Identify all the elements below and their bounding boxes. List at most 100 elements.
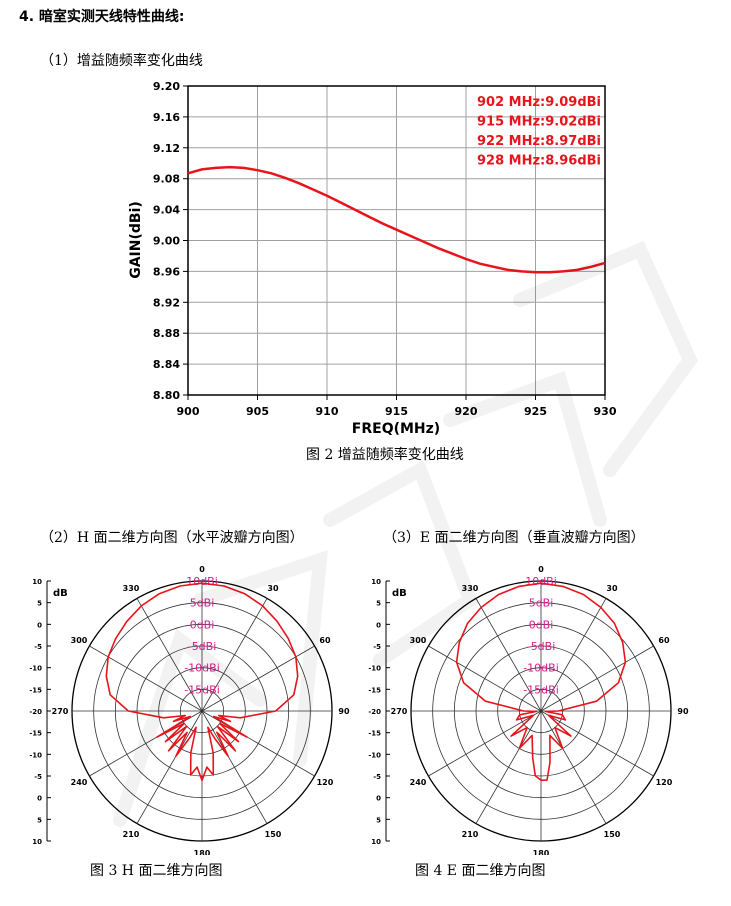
e-plane-subtitle: （3）E 面二维方向图（垂直波瓣方向图） (383, 530, 645, 546)
e-plane-spoke (540, 645, 654, 712)
h-plane-ring-label: -10dBi (184, 662, 220, 675)
e-plane-ring-label: -10dBi (523, 662, 559, 675)
gain-section-subtitle: （1）增益随频率变化曲线 (40, 53, 203, 69)
h-plane-ring-label: -5dBi (188, 640, 217, 653)
gain-y-tick-label: 9.08 (153, 173, 180, 186)
gain-chart: 900 905 910 915 920 925 930 8.80 8.84 8.88 8.92 8.9… (128, 80, 617, 437)
gain-chart-grid (187, 85, 606, 396)
h-plane-radial-tick-label: 5 (37, 816, 42, 824)
h-plane-radial-tick-label: -5 (34, 643, 42, 651)
figure-3-caption: 图 3 H 面二维方向图 (90, 863, 223, 879)
gain-y-tick-label: 9.20 (153, 80, 180, 93)
h-plane-unit-label: dB (53, 588, 68, 599)
e-plane-spoke (540, 710, 607, 824)
e-plane-radial-tick-label: 10 (371, 838, 381, 846)
h-plane-angle-label: 90 (338, 707, 350, 716)
h-plane-radial-tick-label: -10 (29, 665, 42, 673)
h-plane-angle-label: 270 (52, 707, 69, 716)
h-plane-angle-label: 60 (319, 636, 331, 645)
e-plane-radial-tick-label: -20 (368, 708, 381, 716)
e-plane-angle-label: 90 (677, 707, 689, 716)
e-plane-angle-label: 120 (656, 778, 673, 787)
h-plane-polar-chart: 0 30 60 90 120 150 180 210 240 270 300 330 10 5 0 -5 -10… (29, 565, 350, 855)
h-plane-angle-label: 300 (71, 636, 88, 645)
e-plane-spoke (475, 710, 542, 824)
gain-x-tick-label: 930 (594, 405, 617, 418)
e-plane-radial-tick-label: 0 (376, 621, 381, 629)
h-plane-angle-label: 330 (123, 584, 140, 593)
h-plane-angle-label: 150 (265, 830, 282, 839)
h-plane-angle-label: 0 (199, 565, 205, 574)
gain-annotation: 922 MHz:8.97dBi (477, 134, 601, 149)
gain-y-tick-label: 9.16 (153, 111, 180, 124)
h-plane-radial-tick-label: -15 (29, 686, 42, 694)
h-plane-ring-label: -15dBi (184, 683, 220, 696)
e-plane-radial-tick-label: 10 (371, 578, 381, 586)
e-plane-ring-label: -15dBi (523, 683, 559, 696)
figure-4-caption: 图 4 E 面二维方向图 (415, 863, 546, 879)
h-plane-spoke (136, 710, 203, 824)
gain-x-axis-label: FREQ(MHz) (352, 421, 440, 437)
gain-y-tick-label: 8.84 (153, 358, 180, 371)
e-plane-polar-chart: 0 30 60 90 120 150 180 210 240 270 300 330 10 5 0 -5 -10… (368, 565, 689, 855)
gain-y-axis-label: GAIN(dBi) (128, 201, 144, 279)
figure-2-caption: 图 2 增益随频率变化曲线 (306, 447, 464, 463)
e-plane-radial-tick-label: 5 (376, 816, 381, 824)
gain-y-tick-label: 9.00 (153, 235, 180, 248)
e-plane-radial-tick-label: -5 (373, 773, 381, 781)
e-plane-radial-tick-label: 5 (376, 600, 381, 608)
e-plane-radial-tick-label: -10 (368, 665, 381, 673)
gain-chart-ticks: 900 905 910 915 920 925 930 8.80 8.84 8.88 8.92 8.9… (153, 80, 617, 418)
h-plane-spoke (201, 710, 268, 824)
h-plane-angle-label: 210 (123, 830, 140, 839)
e-plane-radial-tick-label: -5 (373, 643, 381, 651)
e-plane-spoke (428, 645, 542, 712)
e-plane-angle-label: 210 (462, 830, 479, 839)
h-plane-grid (71, 580, 333, 842)
h-plane-ring-label: 10dBi (186, 575, 218, 588)
e-plane-pattern-curve (455, 582, 627, 782)
e-plane-ring-label: 0dBi (529, 618, 554, 631)
gain-x-tick-label: 900 (177, 405, 200, 418)
h-plane-radial-tick-label: 10 (32, 838, 42, 846)
gain-annotation: 902 MHz:9.09dBi (477, 95, 601, 110)
e-plane-ring-label: 5dBi (529, 597, 554, 610)
h-plane-radial-tick-label: 0 (37, 621, 42, 629)
h-plane-angle-label: 180 (194, 849, 211, 855)
e-plane-angle-label: 150 (604, 830, 621, 839)
e-plane-spoke (428, 710, 542, 777)
e-plane-angle-label: 300 (410, 636, 427, 645)
gain-y-tick-label: 8.96 (153, 265, 180, 278)
gain-x-tick-label: 915 (385, 405, 408, 418)
gain-annotation: 928 MHz:8.96dBi (477, 154, 601, 169)
e-plane-radial-tick-label: -15 (368, 686, 381, 694)
e-plane-angle-label: 270 (391, 707, 408, 716)
h-plane-ring-label: 5dBi (190, 597, 215, 610)
h-plane-ring-label: 0dBi (190, 618, 215, 631)
gain-x-tick-label: 920 (455, 405, 478, 418)
e-plane-radial-tick-label: 0 (376, 795, 381, 803)
h-plane-radial-tick-label: -20 (29, 708, 42, 716)
h-plane-angle-label: 120 (317, 778, 334, 787)
h-plane-spoke (136, 598, 203, 712)
e-plane-ring-label: -5dBi (527, 640, 556, 653)
e-plane-radial-tick-label: -10 (368, 751, 381, 759)
e-plane-angle-label: 60 (658, 636, 670, 645)
e-plane-spoke (540, 598, 607, 712)
gain-y-tick-label: 9.12 (153, 142, 180, 155)
h-plane-spoke (89, 710, 203, 777)
gain-annotation: 915 MHz:9.02dBi (477, 115, 601, 130)
gain-y-tick-label: 8.92 (153, 296, 180, 309)
e-plane-angle-label: 240 (410, 778, 427, 787)
gain-y-tick-label: 9.04 (153, 204, 180, 217)
h-plane-radial-tick-label: -15 (29, 730, 42, 738)
e-plane-spoke (540, 710, 654, 777)
e-plane-grid (410, 580, 672, 842)
e-plane-angle-label: 30 (606, 584, 618, 593)
e-plane-spoke (475, 598, 542, 712)
gain-x-tick-label: 925 (524, 405, 547, 418)
h-plane-spoke (201, 710, 315, 777)
gain-x-tick-label: 905 (246, 405, 269, 418)
gain-x-tick-label: 910 (316, 405, 339, 418)
gain-annotations: 902 MHz:9.09dBi 915 MHz:9.02dBi 922 MHz:8.… (477, 95, 601, 169)
